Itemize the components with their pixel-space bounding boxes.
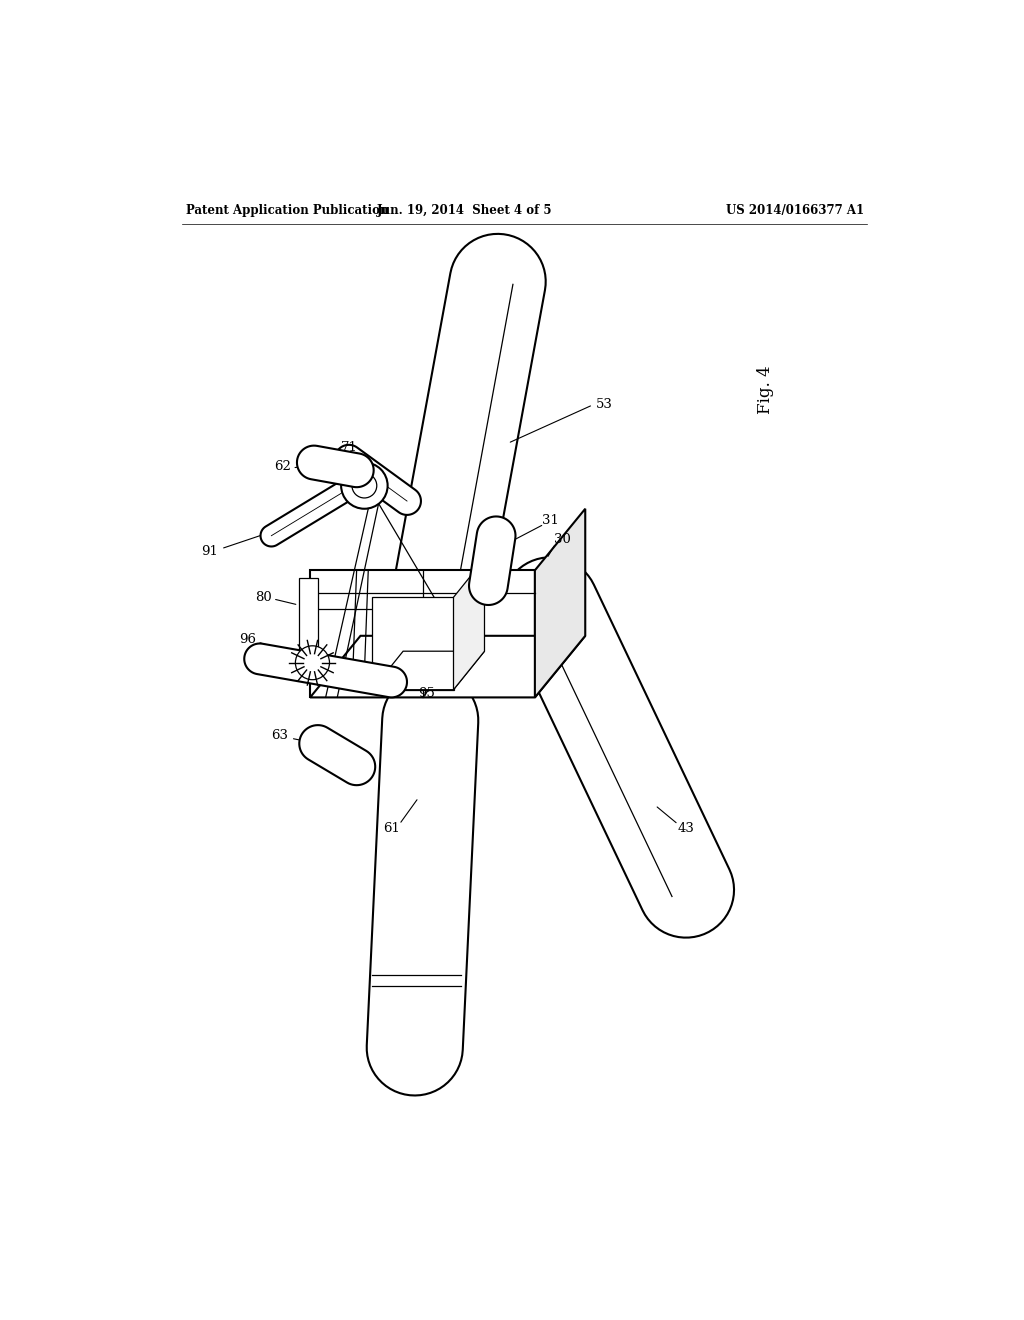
Polygon shape: [367, 673, 478, 1096]
Ellipse shape: [352, 474, 377, 498]
Polygon shape: [469, 516, 515, 605]
Text: Patent Application Publication: Patent Application Publication: [186, 205, 389, 218]
Ellipse shape: [341, 462, 388, 508]
Polygon shape: [335, 445, 421, 515]
Text: 53: 53: [596, 399, 613, 412]
Polygon shape: [299, 725, 375, 785]
Text: 30: 30: [554, 533, 570, 546]
Polygon shape: [260, 483, 352, 546]
Text: 31: 31: [542, 513, 559, 527]
Ellipse shape: [295, 645, 330, 680]
Polygon shape: [299, 578, 317, 671]
Text: 43: 43: [678, 822, 694, 834]
Polygon shape: [535, 508, 586, 697]
Polygon shape: [503, 557, 734, 937]
Polygon shape: [310, 636, 586, 697]
Text: 91: 91: [201, 545, 218, 557]
Polygon shape: [299, 656, 330, 671]
Text: Jun. 19, 2014  Sheet 4 of 5: Jun. 19, 2014 Sheet 4 of 5: [378, 205, 553, 218]
Text: 80: 80: [255, 591, 272, 603]
Text: 63: 63: [270, 730, 288, 742]
Polygon shape: [245, 644, 407, 697]
Text: 95: 95: [418, 686, 435, 700]
Text: Fig. 4: Fig. 4: [757, 366, 773, 413]
Polygon shape: [297, 446, 374, 487]
Polygon shape: [372, 651, 484, 689]
Text: 62: 62: [274, 459, 292, 473]
Text: 96: 96: [240, 634, 257, 647]
Text: US 2014/0166377 A1: US 2014/0166377 A1: [726, 205, 864, 218]
Polygon shape: [372, 598, 454, 689]
Polygon shape: [394, 234, 546, 634]
Polygon shape: [310, 570, 535, 697]
Text: 71: 71: [340, 441, 357, 454]
Text: 61: 61: [383, 822, 400, 834]
Polygon shape: [454, 558, 484, 689]
